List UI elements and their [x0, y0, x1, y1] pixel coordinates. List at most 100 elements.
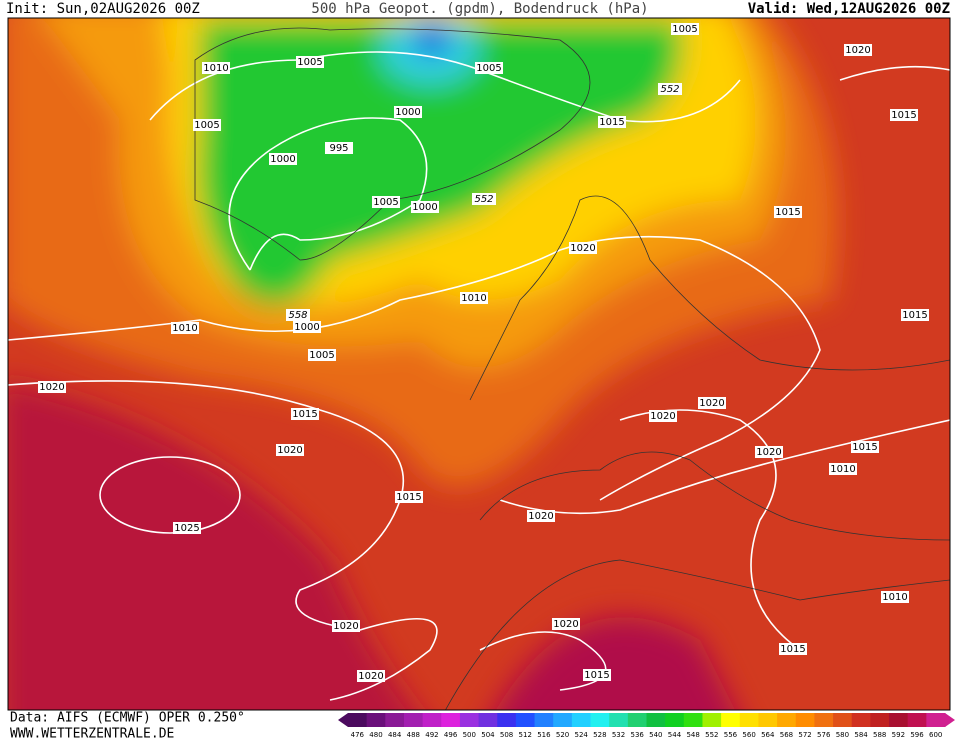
colorbar-swatch: [683, 713, 703, 727]
colorbar-swatch: [497, 713, 517, 727]
colorbar-label: 540: [649, 731, 662, 739]
isobar-label-box: [325, 142, 353, 154]
geopot-label-box: [472, 193, 496, 205]
isobar-label: 1010: [461, 293, 486, 304]
isobar-label-box: [372, 196, 400, 208]
isobar-label-box: [851, 441, 879, 453]
colorbar-label: 496: [444, 731, 458, 739]
isobar-label: 1005: [297, 57, 322, 68]
colorbar-label: 480: [369, 731, 382, 739]
colorbar-label: 596: [910, 731, 924, 739]
colorbar-swatch: [441, 713, 461, 727]
colorbar-swatch: [739, 713, 759, 727]
isobar-label: 1000: [294, 322, 319, 333]
isobar-label: 1015: [780, 644, 805, 655]
isobar-label-box: [755, 446, 783, 458]
isobar-label-box: [202, 62, 230, 74]
colorbar-swatch: [889, 713, 909, 727]
colorbar: 476 480 484 488 492 496 500 504 508 512 516 520 524 5…: [338, 713, 955, 739]
colorbar-swatch: [665, 713, 685, 727]
isobar-label: 1020: [699, 398, 724, 409]
isobar-label: 1020: [650, 411, 675, 422]
colorbar-label: 592: [892, 731, 905, 739]
geopot-label: 558: [288, 310, 307, 321]
isobar-label: 1020: [528, 511, 553, 522]
colorbar-label: 532: [612, 731, 625, 739]
isobar-label: 1015: [891, 110, 916, 121]
colorbar-label: 484: [388, 731, 402, 739]
colorbar-swatch: [590, 713, 610, 727]
isobar-label: 1015: [599, 117, 624, 128]
colorbar-swatch: [422, 713, 442, 727]
isobar-label-box: [527, 510, 555, 522]
colorbar-label: 548: [686, 731, 699, 739]
colorbar-swatch: [833, 713, 853, 727]
website: WWW.WETTERZENTRALE.DE: [10, 727, 174, 741]
isobar-label: 1010: [830, 464, 855, 475]
geopotential-field: [8, 18, 837, 710]
isobar-label-box: [269, 153, 297, 165]
isobar-label-box: [779, 643, 807, 655]
geopot-label: 552: [474, 194, 493, 205]
isobar-label-box: [774, 206, 802, 218]
isobar-label-box: [296, 56, 324, 68]
colorbar-label: 560: [742, 731, 755, 739]
colorbar-label: 536: [630, 731, 644, 739]
colorbar-label: 580: [836, 731, 849, 739]
isobar-label-box: [332, 620, 360, 632]
isobar-label-box: [552, 618, 580, 630]
isobar-label-box: [291, 408, 319, 420]
colorbar-swatch: [721, 713, 741, 727]
isobar-label-box: [394, 106, 422, 118]
isobar-label: 1025: [174, 523, 199, 534]
isobar-labels: 1005 1010 1005 1000 995 1000 1005 1005 1000 1005 1…: [38, 23, 929, 682]
data-source: Data: AIFS (ECMWF) OPER 0.250°: [10, 711, 245, 726]
isobar-label: 1000: [395, 107, 420, 118]
isobar-label-box: [193, 119, 221, 131]
colorbar-swatch: [851, 713, 871, 727]
isobar-label: 1000: [412, 202, 437, 213]
colorbar-label: 488: [407, 731, 420, 739]
colorbar-label: 528: [593, 731, 606, 739]
isobar-label-box: [411, 201, 439, 213]
isobar-label: 1005: [309, 350, 334, 361]
isobar-label-box: [890, 109, 918, 121]
colorbar-label: 588: [873, 731, 886, 739]
isobar-label: 995: [329, 143, 348, 154]
isobar-label: 1015: [292, 409, 317, 420]
isobar-label-box: [829, 463, 857, 475]
isobar-label-box: [598, 116, 626, 128]
isobar-label: 1010: [172, 323, 197, 334]
colorbar-label: 504: [481, 731, 495, 739]
colorbar-swatch: [515, 713, 536, 727]
isobar-label-box: [475, 62, 503, 74]
colorbar-label: 584: [854, 731, 868, 739]
isobar-label-box: [460, 292, 488, 304]
colorbar-swatch: [870, 713, 890, 727]
isobar-label: 1005: [373, 197, 398, 208]
isobar-label: 1020: [277, 445, 302, 456]
isobar-label: 1010: [882, 592, 907, 603]
isobar-label-box: [901, 309, 929, 321]
colorbar-label: 520: [556, 731, 569, 739]
colorbar-arrow-left: [338, 713, 348, 727]
map-frame: [7, 17, 951, 711]
isobar-label-box: [276, 444, 304, 456]
isobars: [8, 51, 950, 701]
geopot-label-box: [658, 83, 682, 95]
colorbar-swatch: [702, 713, 722, 727]
colorbar-swatch: [795, 713, 815, 727]
init-time: Init: Sun,02AUG2026 00Z: [6, 1, 200, 17]
colorbar-swatch: [403, 713, 424, 727]
colorbar-swatch: [385, 713, 405, 727]
map-title: 500 hPa Geopot. (gpdm), Bodendruck (hPa): [311, 1, 648, 17]
colorbar-label: 600: [929, 731, 942, 739]
colorbar-label: 544: [668, 731, 682, 739]
isobar-label: 1020: [553, 619, 578, 630]
colorbar-swatch: [814, 713, 834, 727]
colorbar-swatch: [627, 713, 647, 727]
isobar-label: 1020: [333, 621, 358, 632]
colorbar-swatch: [459, 713, 480, 727]
